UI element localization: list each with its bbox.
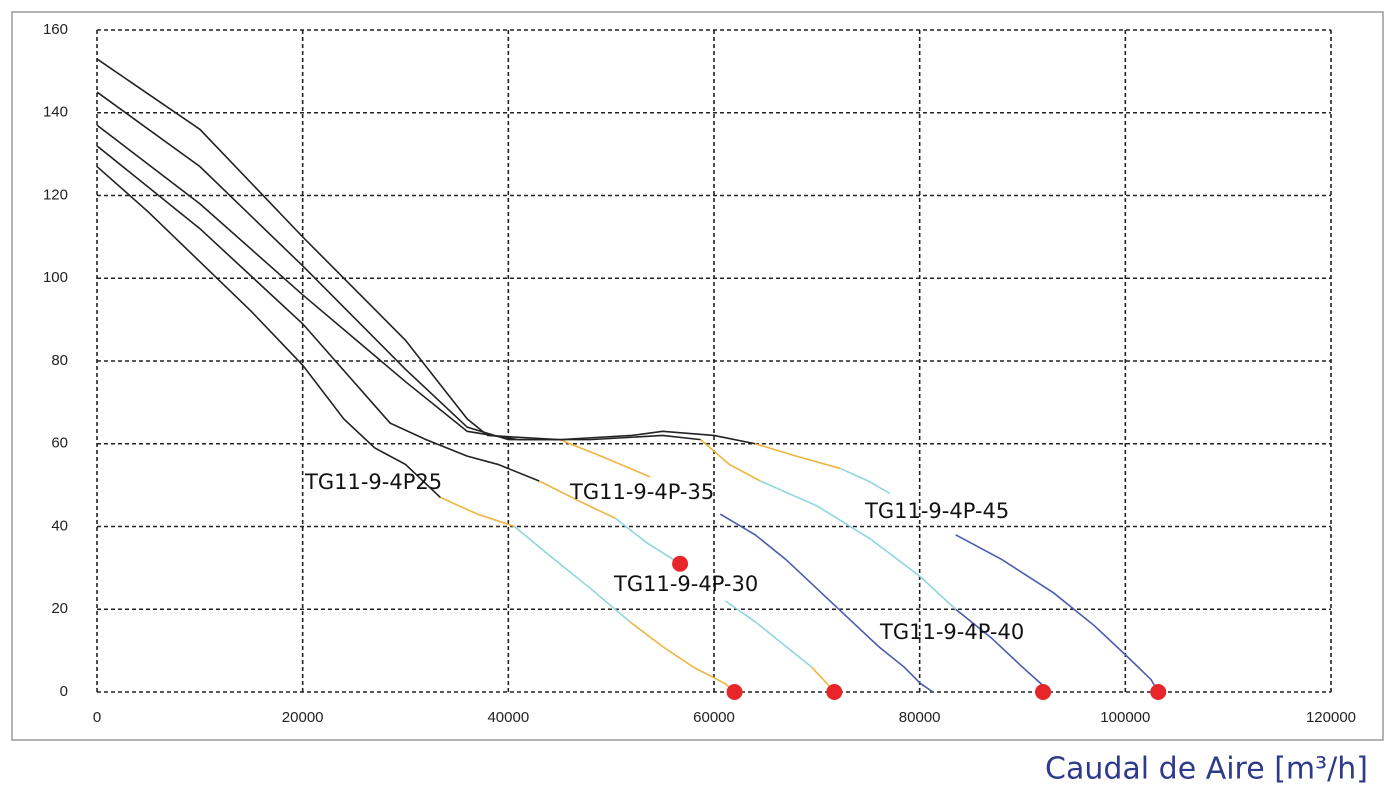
- frame: [11, 11, 1384, 741]
- y-tick-label: 160: [43, 21, 68, 38]
- curve-segment: [513, 525, 631, 623]
- y-tick-label: 0: [60, 683, 68, 700]
- curve-segment: [96, 124, 560, 441]
- end-point: [1150, 684, 1167, 700]
- x-axis-label: Caudal de Aire [m³/h]: [1045, 752, 1368, 787]
- curve-segment: [614, 517, 681, 565]
- curve-label: TG11-9-4P25: [304, 470, 442, 494]
- y-tick-label: 20: [51, 600, 68, 617]
- x-tick-label: 40000: [487, 709, 529, 726]
- curve-label: TG11-9-4P-35: [569, 480, 714, 504]
- y-tick-label: 120: [43, 186, 68, 203]
- curve-segment: [754, 442, 841, 470]
- x-tick-label: 100000: [1100, 709, 1150, 726]
- curve-segment: [96, 91, 701, 441]
- y-tick-label: 80: [51, 352, 68, 369]
- end-point: [1035, 684, 1052, 700]
- curve-label: TG11-9-4P-30: [613, 572, 758, 596]
- curve-segment: [759, 480, 957, 610]
- curve-segment: [629, 621, 736, 693]
- curve-segment: [96, 165, 442, 499]
- x-tick-label: 80000: [899, 709, 941, 726]
- curve-segment: [440, 496, 515, 528]
- curve-segment: [955, 534, 1159, 693]
- x-tick-label: 60000: [693, 709, 735, 726]
- end-point: [672, 555, 689, 572]
- curve-segment: [96, 145, 540, 482]
- x-tick-label: 120000: [1306, 709, 1356, 726]
- curve-segment: [700, 439, 761, 482]
- curve-segment: [840, 467, 891, 495]
- x-tick-label: 20000: [282, 709, 324, 726]
- y-tick-label: 100: [43, 269, 68, 286]
- end-point: [726, 684, 743, 700]
- curve-segment: [538, 480, 616, 519]
- y-tick-label: 40: [51, 517, 68, 534]
- curve-segment: [719, 513, 934, 693]
- curve-segment: [724, 600, 813, 668]
- curve-segment: [559, 438, 651, 478]
- y-tick-label: 140: [43, 104, 68, 121]
- curve-label: TG11-9-4P-40: [879, 620, 1024, 644]
- y-tick-label: 60: [51, 435, 68, 452]
- curve-label: TG11-9-4P-45: [864, 499, 1009, 523]
- end-point: [826, 684, 843, 700]
- x-tick-label: 0: [93, 709, 101, 726]
- curve-segment: [96, 58, 756, 445]
